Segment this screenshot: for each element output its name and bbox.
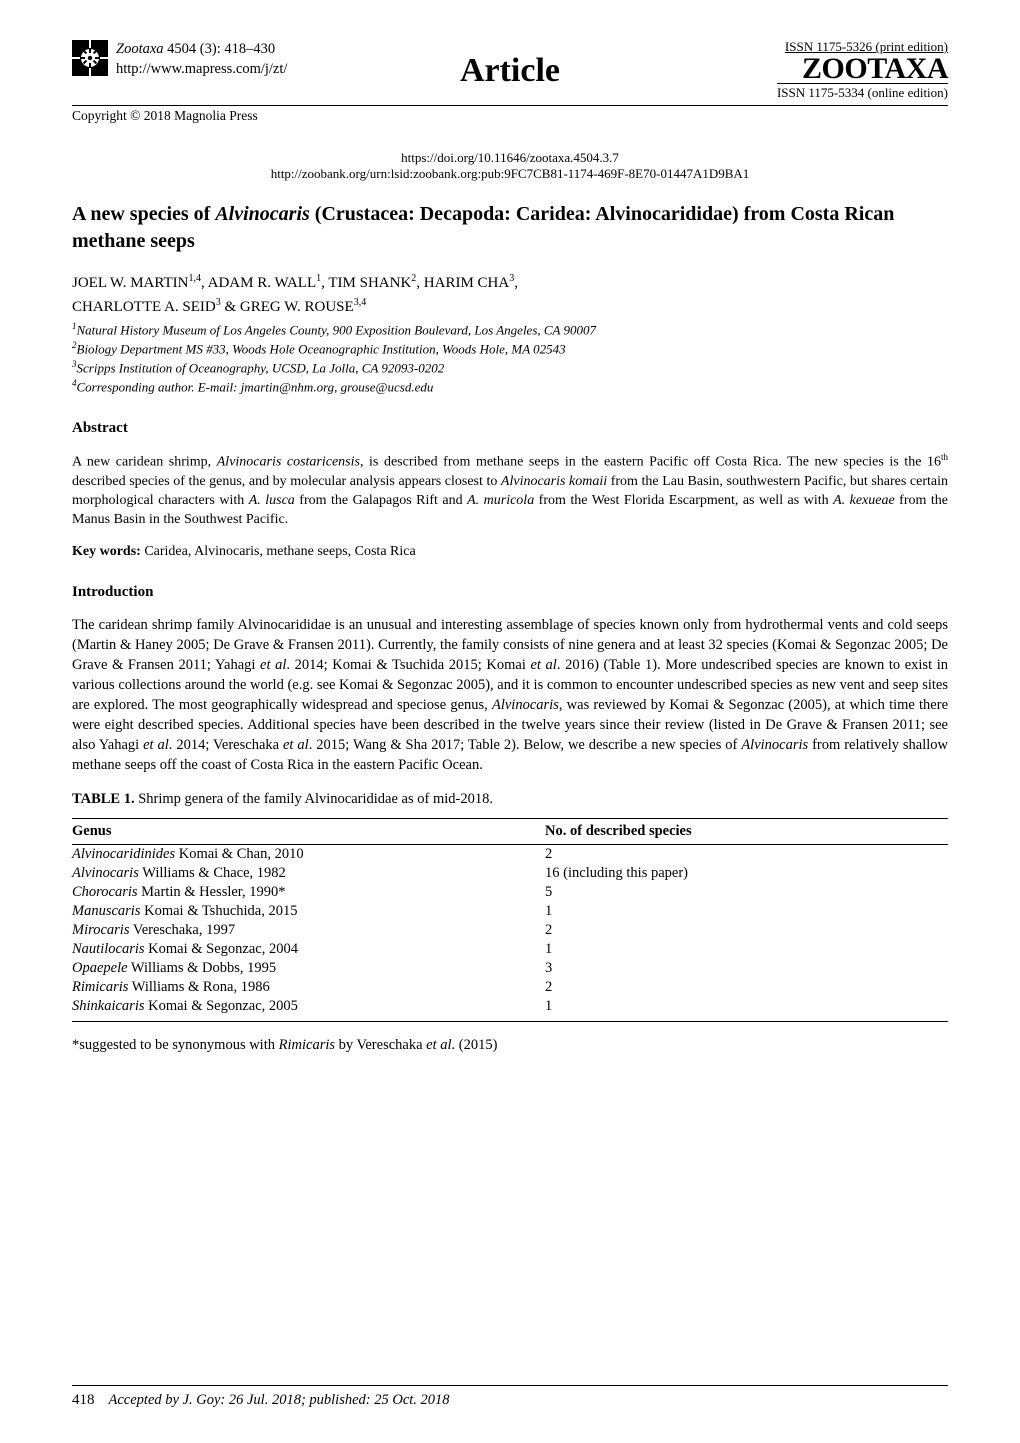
table-cell-count: 1 [545, 902, 948, 921]
author-3: , TIM SHANK [321, 275, 411, 291]
page-number: 418 [72, 1392, 95, 1409]
affiliation-2: 2Biology Department MS #33, Woods Hole O… [72, 339, 948, 358]
table-row: Chorocaris Martin & Hessler, 1990*5 [72, 883, 948, 902]
keywords-label: Key words: [72, 544, 141, 559]
copyright-text: Copyright © 2018 Magnolia Press [72, 108, 258, 124]
table-cell-genus: Alvinocaridinides Komai & Chan, 2010 [72, 845, 545, 865]
table-1-col-genus: Genus [72, 819, 545, 845]
table-cell-genus: Nautilocaris Komai & Segonzac, 2004 [72, 940, 545, 959]
abstract-heading: Abstract [72, 420, 948, 437]
author-6-affil: 3,4 [354, 297, 367, 308]
affiliation-1: 1Natural History Museum of Los Angeles C… [72, 320, 948, 339]
affiliation-4: 4Corresponding author. E-mail: jmartin@n… [72, 377, 948, 396]
table-row: Mirocaris Vereschaka, 19972 [72, 921, 948, 940]
abstract-paragraph: A new caridean shrimp, Alvinocaris costa… [72, 451, 948, 530]
table-cell-count: 3 [545, 959, 948, 978]
table-row: Alvinocaris Williams & Chace, 198216 (in… [72, 864, 948, 883]
author-2: , ADAM R. WALL [201, 275, 316, 291]
table-1-header-row: Genus No. of described species [72, 819, 948, 845]
introduction-paragraph: The caridean shrimp family Alvinocaridid… [72, 615, 948, 775]
accepted-line: Accepted by J. Goy: 26 Jul. 2018; publis… [109, 1392, 450, 1409]
table-cell-count: 1 [545, 997, 948, 1022]
title-pre: A new species of [72, 203, 215, 225]
table-1-footnote: *suggested to be synonymous with Rimicar… [72, 1037, 948, 1054]
copyright-row: Copyright © 2018 Magnolia Press [72, 105, 948, 124]
author-line1-end: , [514, 275, 518, 291]
table-cell-count: 1 [545, 940, 948, 959]
author-1-affil: 1,4 [188, 273, 201, 284]
table-cell-genus: Chorocaris Martin & Hessler, 1990* [72, 883, 545, 902]
affiliations-block: 1Natural History Museum of Los Angeles C… [72, 320, 948, 396]
table-cell-count: 2 [545, 845, 948, 865]
article-label: Article [0, 52, 1020, 90]
author-6: & GREG W. ROUSE [221, 299, 354, 315]
table-cell-genus: Alvinocaris Williams & Chace, 1982 [72, 864, 545, 883]
author-1: JOEL W. MARTIN [72, 275, 188, 291]
authors-block: JOEL W. MARTIN1,4, ADAM R. WALL1, TIM SH… [72, 271, 948, 318]
author-4: , HARIM CHA [416, 275, 509, 291]
table-row: Opaepele Williams & Dobbs, 19953 [72, 959, 948, 978]
table-cell-genus: Manuscaris Komai & Tshuchida, 2015 [72, 902, 545, 921]
affiliation-3: 3Scripps Institution of Oceanography, UC… [72, 358, 948, 377]
page-footer: 418 Accepted by J. Goy: 26 Jul. 2018; pu… [72, 1385, 948, 1409]
table-1-caption-text: Shrimp genera of the family Alvinocaridi… [135, 791, 493, 807]
title-genus: Alvinocaris [215, 203, 309, 225]
table-row: Alvinocaridinides Komai & Chan, 20102 [72, 845, 948, 865]
table-row: Shinkaicaris Komai & Segonzac, 20051 [72, 997, 948, 1022]
table-row: Nautilocaris Komai & Segonzac, 20041 [72, 940, 948, 959]
table-row: Manuscaris Komai & Tshuchida, 20151 [72, 902, 948, 921]
paper-title: A new species of Alvinocaris (Crustacea:… [72, 201, 948, 255]
zoobank-url: http://zoobank.org/urn:lsid:zoobank.org:… [72, 166, 948, 183]
author-5: CHARLOTTE A. SEID [72, 299, 216, 315]
doi-block: https://doi.org/10.11646/zootaxa.4504.3.… [72, 150, 948, 184]
table-cell-genus: Mirocaris Vereschaka, 1997 [72, 921, 545, 940]
table-cell-count: 5 [545, 883, 948, 902]
introduction-heading: Introduction [72, 584, 948, 601]
table-1: Genus No. of described species Alvinocar… [72, 818, 948, 1022]
doi-url: https://doi.org/10.11646/zootaxa.4504.3.… [72, 150, 948, 167]
table-cell-genus: Shinkaicaris Komai & Segonzac, 2005 [72, 997, 545, 1022]
table-cell-genus: Rimicaris Williams & Rona, 1986 [72, 978, 545, 997]
keywords: Key words: Caridea, Alvinocaris, methane… [72, 544, 948, 560]
table-1-caption: TABLE 1. Shrimp genera of the family Alv… [72, 791, 948, 808]
table-1-label: TABLE 1. [72, 791, 135, 807]
table-1-col-count: No. of described species [545, 819, 948, 845]
table-cell-count: 2 [545, 921, 948, 940]
table-cell-count: 16 (including this paper) [545, 864, 948, 883]
table-cell-count: 2 [545, 978, 948, 997]
table-cell-genus: Opaepele Williams & Dobbs, 1995 [72, 959, 545, 978]
keywords-text: Caridea, Alvinocaris, methane seeps, Cos… [141, 544, 416, 559]
table-row: Rimicaris Williams & Rona, 19862 [72, 978, 948, 997]
